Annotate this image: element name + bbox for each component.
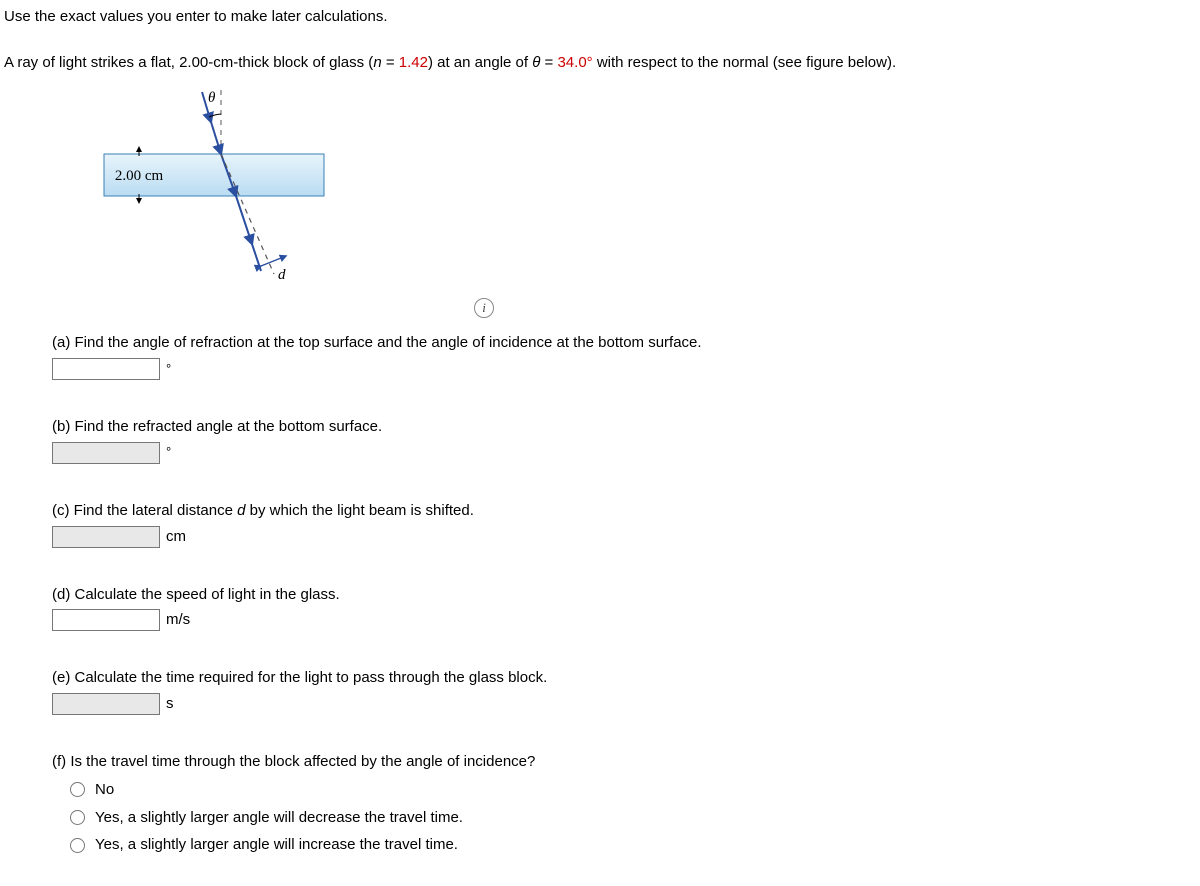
info-icon[interactable]: i	[474, 298, 494, 318]
part-f-opt-label-1: Yes, a slightly larger angle will decrea…	[95, 807, 463, 829]
part-a-question: (a) Find the angle of refraction at the …	[52, 332, 1196, 354]
part-b-question: (b) Find the refracted angle at the bott…	[52, 416, 1196, 438]
part-f-opt-label-0: No	[95, 779, 114, 801]
part-c-input[interactable]	[52, 526, 160, 548]
part-e-unit: s	[166, 693, 174, 715]
part-f-radio-1[interactable]	[70, 810, 85, 825]
part-f-question: (f) Is the travel time through the block…	[52, 751, 1196, 773]
part-b-input[interactable]	[52, 442, 160, 464]
problem-statement: A ray of light strikes a flat, 2.00-cm-t…	[4, 52, 1196, 74]
part-f-option-0[interactable]: No	[70, 779, 1196, 801]
part-a-unit: °	[166, 360, 171, 379]
part-c-unit: cm	[166, 526, 186, 548]
angle-value: 34.0°	[557, 54, 592, 71]
n-value: 1.42	[399, 54, 428, 71]
part-d-input[interactable]	[52, 609, 160, 631]
problem-t3: with respect to the normal (see figure b…	[593, 54, 896, 71]
eq1: =	[382, 54, 399, 71]
part-c-question: (c) Find the lateral distance d by which…	[52, 500, 1196, 522]
problem-t1: A ray of light strikes a flat, 2.00-cm-t…	[4, 54, 373, 71]
part-e-input[interactable]	[52, 693, 160, 715]
problem-t2: ) at an angle of	[428, 54, 532, 71]
eq2: =	[540, 54, 557, 71]
svg-text:2.00 cm: 2.00 cm	[115, 168, 164, 184]
svg-text:θ: θ	[208, 90, 216, 106]
part-f-radio-2[interactable]	[70, 838, 85, 853]
part-c-pre: (c) Find the lateral distance	[52, 502, 237, 519]
part-d-unit: m/s	[166, 609, 190, 631]
intro-text: Use the exact values you enter to make l…	[4, 6, 1196, 28]
part-f-option-2[interactable]: Yes, a slightly larger angle will increa…	[70, 834, 1196, 856]
part-b-unit: °	[166, 443, 171, 462]
svg-text:d: d	[278, 267, 286, 283]
part-f-option-1[interactable]: Yes, a slightly larger angle will decrea…	[70, 807, 1196, 829]
part-a-input[interactable]	[52, 358, 160, 380]
n-symbol: n	[373, 54, 381, 71]
part-e-question: (e) Calculate the time required for the …	[52, 667, 1196, 689]
refraction-figure: 2.00 cm θ d	[94, 84, 334, 284]
part-c-post: by which the light beam is shifted.	[245, 502, 473, 519]
part-d-question: (d) Calculate the speed of light in the …	[52, 584, 1196, 606]
part-f-opt-label-2: Yes, a slightly larger angle will increa…	[95, 834, 458, 856]
part-f-radio-0[interactable]	[70, 782, 85, 797]
